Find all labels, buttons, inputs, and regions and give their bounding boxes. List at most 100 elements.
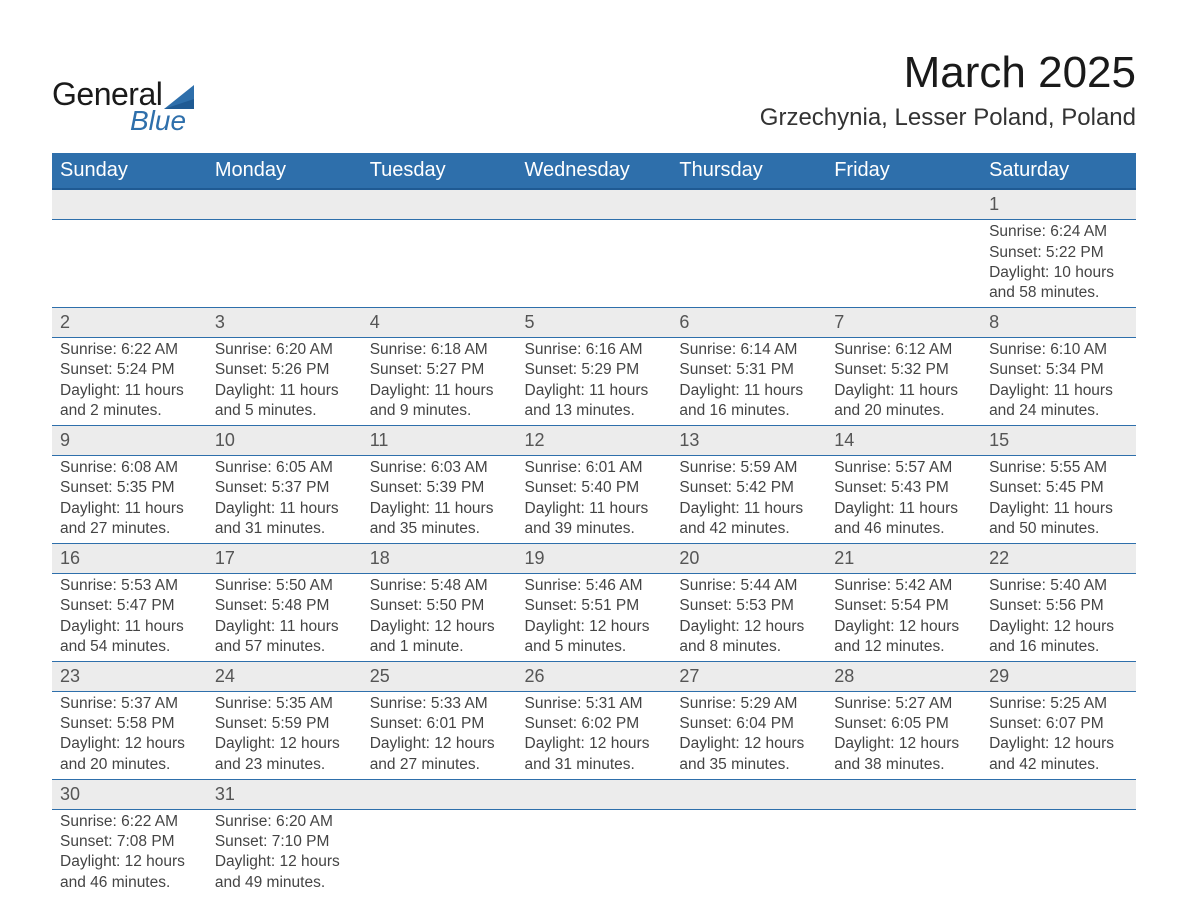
day-sunset: Sunset: 7:08 PM bbox=[60, 832, 199, 852]
day-sunset: Sunset: 5:48 PM bbox=[215, 596, 354, 616]
day-sunset: Sunset: 5:54 PM bbox=[834, 596, 973, 616]
day-data-row: Sunrise: 6:24 AMSunset: 5:22 PMDaylight:… bbox=[52, 220, 1136, 308]
day-sunset: Sunset: 6:05 PM bbox=[834, 714, 973, 734]
day-number-cell: 22 bbox=[981, 543, 1136, 573]
day-data-cell: Sunrise: 5:57 AMSunset: 5:43 PMDaylight:… bbox=[826, 456, 981, 544]
day-sunrise: Sunrise: 5:37 AM bbox=[60, 694, 199, 714]
day-data-cell: Sunrise: 6:01 AMSunset: 5:40 PMDaylight:… bbox=[517, 456, 672, 544]
day-day2: and 13 minutes. bbox=[525, 401, 664, 421]
day-day1: Daylight: 12 hours bbox=[370, 734, 509, 754]
day-day2: and 38 minutes. bbox=[834, 755, 973, 775]
day-sunrise: Sunrise: 6:22 AM bbox=[60, 340, 199, 360]
day-sunset: Sunset: 5:58 PM bbox=[60, 714, 199, 734]
day-data-cell: Sunrise: 5:53 AMSunset: 5:47 PMDaylight:… bbox=[52, 574, 207, 662]
day-sunset: Sunset: 5:31 PM bbox=[679, 360, 818, 380]
day-sunset: Sunset: 5:56 PM bbox=[989, 596, 1128, 616]
day-number-cell: 30 bbox=[52, 779, 207, 809]
day-data-cell bbox=[362, 810, 517, 897]
day-data-cell: Sunrise: 6:16 AMSunset: 5:29 PMDaylight:… bbox=[517, 338, 672, 426]
day-sunrise: Sunrise: 5:48 AM bbox=[370, 576, 509, 596]
day-sunset: Sunset: 5:35 PM bbox=[60, 478, 199, 498]
day-number-cell: 12 bbox=[517, 425, 672, 455]
day-data-cell: Sunrise: 5:48 AMSunset: 5:50 PMDaylight:… bbox=[362, 574, 517, 662]
day-number-cell: 1 bbox=[981, 189, 1136, 220]
day-day2: and 5 minutes. bbox=[215, 401, 354, 421]
day-sunrise: Sunrise: 6:18 AM bbox=[370, 340, 509, 360]
day-day2: and 57 minutes. bbox=[215, 637, 354, 657]
day-sunset: Sunset: 5:37 PM bbox=[215, 478, 354, 498]
day-header: Sunday bbox=[52, 153, 207, 189]
day-sunset: Sunset: 5:39 PM bbox=[370, 478, 509, 498]
day-day1: Daylight: 11 hours bbox=[60, 499, 199, 519]
day-sunset: Sunset: 7:10 PM bbox=[215, 832, 354, 852]
day-data-cell bbox=[362, 220, 517, 308]
day-day1: Daylight: 12 hours bbox=[525, 734, 664, 754]
day-day2: and 35 minutes. bbox=[679, 755, 818, 775]
logo-word2: Blue bbox=[130, 105, 194, 137]
day-day1: Daylight: 11 hours bbox=[525, 499, 664, 519]
day-number-cell: 17 bbox=[207, 543, 362, 573]
day-day2: and 1 minute. bbox=[370, 637, 509, 657]
day-sunrise: Sunrise: 6:24 AM bbox=[989, 222, 1128, 242]
day-data-cell: Sunrise: 5:59 AMSunset: 5:42 PMDaylight:… bbox=[671, 456, 826, 544]
day-day1: Daylight: 12 hours bbox=[834, 617, 973, 637]
day-data-cell: Sunrise: 5:27 AMSunset: 6:05 PMDaylight:… bbox=[826, 692, 981, 780]
day-day1: Daylight: 11 hours bbox=[679, 381, 818, 401]
day-sunrise: Sunrise: 5:44 AM bbox=[679, 576, 818, 596]
day-header: Wednesday bbox=[517, 153, 672, 189]
day-data-cell bbox=[517, 220, 672, 308]
day-number-cell: 21 bbox=[826, 543, 981, 573]
day-data-cell: Sunrise: 5:35 AMSunset: 5:59 PMDaylight:… bbox=[207, 692, 362, 780]
day-header: Thursday bbox=[671, 153, 826, 189]
title-block: March 2025 Grzechynia, Lesser Poland, Po… bbox=[760, 48, 1136, 132]
day-data-cell: Sunrise: 5:50 AMSunset: 5:48 PMDaylight:… bbox=[207, 574, 362, 662]
day-number-cell bbox=[981, 779, 1136, 809]
day-number-cell bbox=[362, 189, 517, 220]
day-header: Friday bbox=[826, 153, 981, 189]
location: Grzechynia, Lesser Poland, Poland bbox=[760, 104, 1136, 132]
day-number-cell: 8 bbox=[981, 307, 1136, 337]
day-sunrise: Sunrise: 5:31 AM bbox=[525, 694, 664, 714]
day-sunrise: Sunrise: 6:12 AM bbox=[834, 340, 973, 360]
day-number-cell: 16 bbox=[52, 543, 207, 573]
day-number-cell bbox=[517, 779, 672, 809]
day-sunset: Sunset: 5:53 PM bbox=[679, 596, 818, 616]
day-day1: Daylight: 11 hours bbox=[679, 499, 818, 519]
day-number-cell: 18 bbox=[362, 543, 517, 573]
day-data-cell: Sunrise: 6:22 AMSunset: 7:08 PMDaylight:… bbox=[52, 810, 207, 897]
day-day1: Daylight: 11 hours bbox=[834, 381, 973, 401]
day-sunrise: Sunrise: 5:27 AM bbox=[834, 694, 973, 714]
day-sunrise: Sunrise: 6:05 AM bbox=[215, 458, 354, 478]
day-sunrise: Sunrise: 5:29 AM bbox=[679, 694, 818, 714]
day-day2: and 42 minutes. bbox=[989, 755, 1128, 775]
day-number-cell: 9 bbox=[52, 425, 207, 455]
day-number-cell: 19 bbox=[517, 543, 672, 573]
day-number-cell bbox=[826, 189, 981, 220]
day-day1: Daylight: 12 hours bbox=[60, 734, 199, 754]
day-sunset: Sunset: 5:51 PM bbox=[525, 596, 664, 616]
day-day2: and 54 minutes. bbox=[60, 637, 199, 657]
logo: General Blue bbox=[52, 76, 194, 137]
day-day1: Daylight: 12 hours bbox=[834, 734, 973, 754]
day-day2: and 50 minutes. bbox=[989, 519, 1128, 539]
day-day1: Daylight: 10 hours bbox=[989, 263, 1128, 283]
day-data-cell: Sunrise: 5:55 AMSunset: 5:45 PMDaylight:… bbox=[981, 456, 1136, 544]
day-number-cell: 6 bbox=[671, 307, 826, 337]
day-header: Saturday bbox=[981, 153, 1136, 189]
day-day2: and 27 minutes. bbox=[370, 755, 509, 775]
day-day1: Daylight: 11 hours bbox=[525, 381, 664, 401]
daynum-row: 9101112131415 bbox=[52, 425, 1136, 455]
day-data-cell bbox=[826, 220, 981, 308]
day-sunrise: Sunrise: 6:01 AM bbox=[525, 458, 664, 478]
day-header: Monday bbox=[207, 153, 362, 189]
day-data-cell bbox=[671, 810, 826, 897]
day-day2: and 31 minutes. bbox=[215, 519, 354, 539]
day-day1: Daylight: 12 hours bbox=[679, 734, 818, 754]
day-day1: Daylight: 12 hours bbox=[60, 852, 199, 872]
day-number-cell bbox=[207, 189, 362, 220]
day-sunrise: Sunrise: 6:14 AM bbox=[679, 340, 818, 360]
day-day2: and 16 minutes. bbox=[679, 401, 818, 421]
day-sunrise: Sunrise: 5:35 AM bbox=[215, 694, 354, 714]
day-sunrise: Sunrise: 6:20 AM bbox=[215, 340, 354, 360]
day-sunrise: Sunrise: 5:40 AM bbox=[989, 576, 1128, 596]
